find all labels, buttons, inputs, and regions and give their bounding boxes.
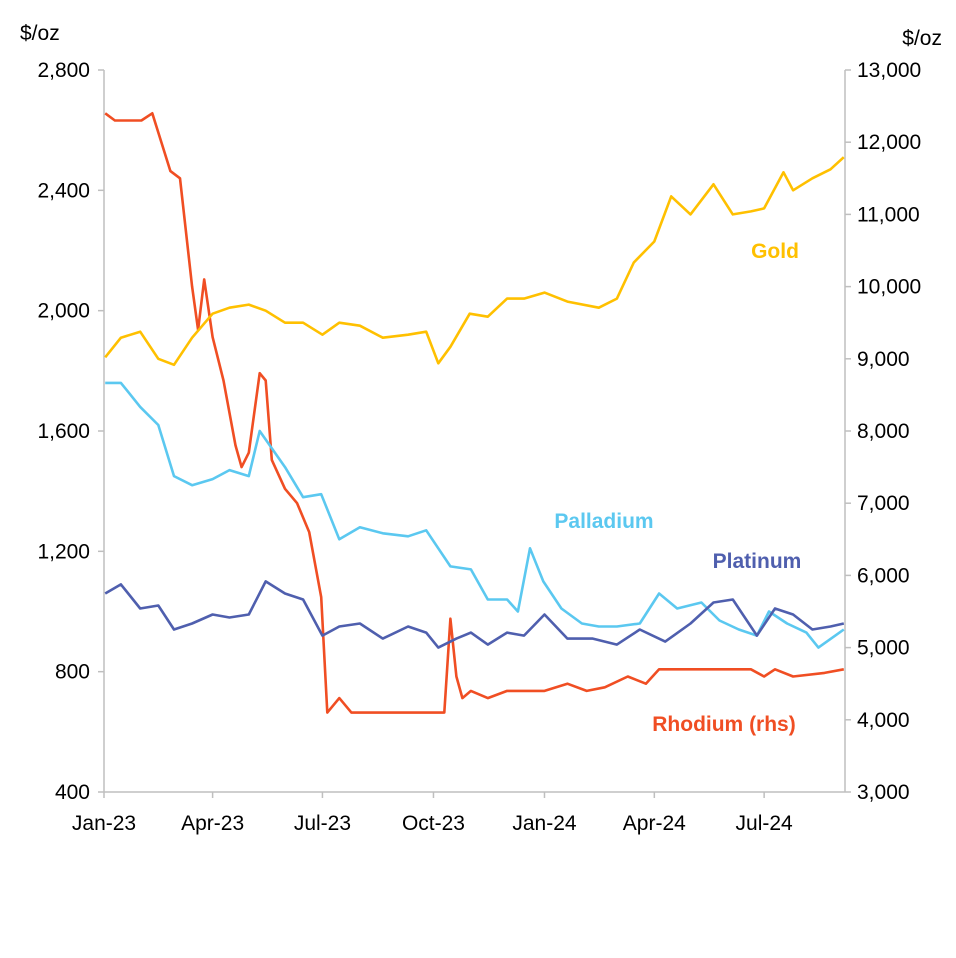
right-tick-label: 10,000: [857, 276, 921, 299]
series-line-palladium: [105, 381, 845, 649]
x-tick-label: Jan-24: [512, 812, 577, 835]
right-axis-unit: $/oz: [902, 27, 942, 50]
series-lines: [104, 112, 845, 714]
right-tick-label: 3,000: [857, 781, 910, 804]
x-tick-label: Jan-23: [72, 812, 136, 835]
series-label-gold: Gold: [751, 240, 799, 263]
axes: 400 800 1,200 1,600 2,000 2,400 2,800 3,000 4,00…: [20, 22, 942, 835]
right-tick-label: 11,000: [857, 203, 920, 226]
x-tick-label: Jul-24: [736, 812, 794, 835]
series-line-rhodium: [104, 112, 845, 714]
left-axis-unit: $/oz: [20, 22, 60, 45]
x-tick-label: Oct-23: [402, 812, 465, 835]
series-line-gold: [104, 156, 845, 367]
left-tick-label: 800: [55, 661, 90, 684]
left-tick-label: 2,000: [37, 300, 90, 323]
series-label-rhodium: Rhodium (rhs): [652, 713, 795, 736]
left-tick-label: 2,400: [37, 179, 90, 202]
x-tick-label: Apr-23: [181, 812, 244, 835]
left-tick-label: 2,800: [37, 59, 90, 82]
series-line-platinum: [104, 580, 845, 649]
series-labels: Rhodium (rhs) Palladium Platinum Gold: [554, 240, 801, 736]
left-tick-label: 1,600: [37, 420, 90, 443]
x-tick-label: Jul-23: [294, 812, 351, 835]
left-tick-label: 1,200: [37, 540, 90, 563]
left-tick-label: 400: [55, 781, 90, 804]
right-tick-label: 6,000: [857, 564, 910, 587]
right-tick-label: 4,000: [857, 709, 910, 732]
right-tick-label: 7,000: [857, 492, 910, 515]
right-tick-label: 12,000: [857, 131, 921, 154]
right-tick-label: 5,000: [857, 637, 910, 660]
right-tick-label: 9,000: [857, 348, 910, 371]
right-tick-label: 13,000: [857, 59, 921, 82]
x-tick-label: Apr-24: [623, 812, 686, 835]
series-label-palladium: Palladium: [554, 510, 653, 533]
series-label-platinum: Platinum: [713, 550, 802, 573]
right-tick-label: 8,000: [857, 420, 910, 443]
